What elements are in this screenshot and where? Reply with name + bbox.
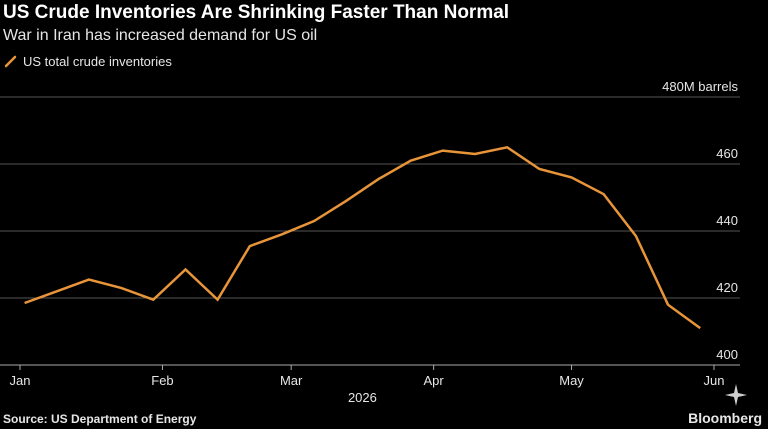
y-tick-label: 440: [716, 213, 738, 228]
y-tick-label: 460: [716, 146, 738, 161]
series-line: [24, 145, 701, 330]
chart-subtitle: War in Iran has increased demand for US …: [3, 27, 318, 44]
x-year-label: 2026: [348, 390, 377, 405]
y-tick-label: 480M barrels: [662, 79, 738, 94]
chart-title: US Crude Inventories Are Shrinking Faste…: [3, 2, 510, 23]
source-note: Source: US Department of Energy: [3, 412, 197, 426]
x-tick-label: Jan: [10, 373, 31, 388]
legend-swatch: [4, 55, 17, 68]
bloomberg-logo: Bloomberg: [688, 410, 762, 426]
x-tick-label: Jun: [704, 373, 725, 388]
y-tick-label: 400: [716, 347, 738, 362]
legend-label: US total crude inventories: [23, 54, 172, 69]
legend: US total crude inventories: [4, 54, 172, 69]
x-tick-label: Apr: [424, 373, 445, 388]
x-tick-label: Feb: [151, 373, 173, 388]
y-tick-label: 420: [716, 280, 738, 295]
x-tick-label: May: [559, 373, 584, 388]
bloomberg-star-icon: [725, 384, 747, 406]
x-tick-label: Mar: [280, 373, 303, 388]
